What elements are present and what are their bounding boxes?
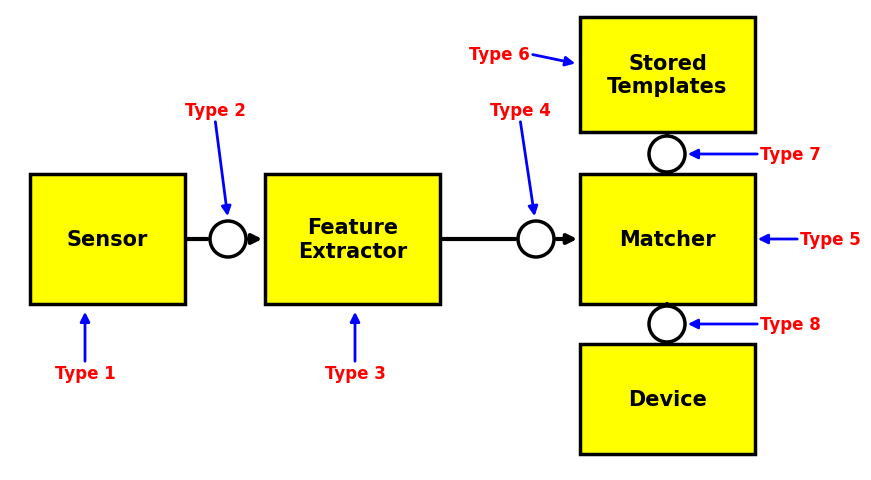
Circle shape [649, 306, 685, 342]
Text: Type 5: Type 5 [800, 230, 861, 249]
Text: Device: Device [628, 389, 707, 409]
Text: Sensor: Sensor [67, 229, 148, 250]
Text: Type 4: Type 4 [490, 102, 550, 120]
Text: Type 2: Type 2 [185, 102, 246, 120]
Text: Type 1: Type 1 [55, 364, 115, 382]
Circle shape [649, 137, 685, 173]
Bar [580, 344, 755, 454]
Bar [580, 18, 755, 133]
Text: Type 7: Type 7 [760, 146, 820, 164]
Bar [265, 175, 440, 304]
Bar [580, 175, 755, 304]
Text: Type 8: Type 8 [760, 315, 820, 333]
Text: Feature
Extractor: Feature Extractor [298, 218, 407, 261]
Circle shape [210, 222, 246, 257]
Text: Type 6: Type 6 [469, 46, 530, 64]
Text: Type 3: Type 3 [325, 364, 386, 382]
Text: Stored
Templates: Stored Templates [607, 54, 727, 97]
Text: Matcher: Matcher [619, 229, 716, 250]
Circle shape [518, 222, 554, 257]
Bar [30, 175, 185, 304]
